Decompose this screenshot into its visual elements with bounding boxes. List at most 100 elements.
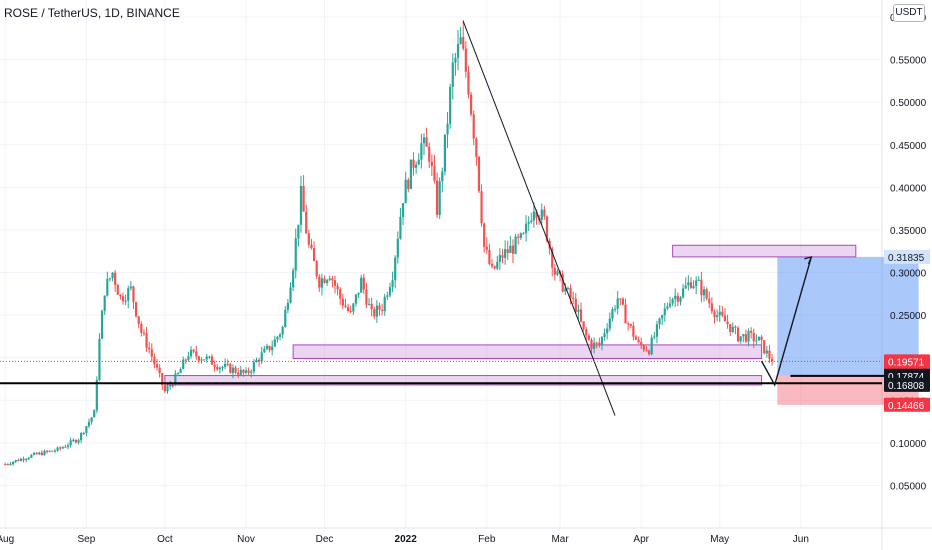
candle-body (352, 303, 355, 312)
y-tick-label: 0.40000 (890, 183, 927, 194)
price-label-text: 0.31835 (888, 253, 925, 264)
price-label-box (884, 397, 930, 412)
candle-body (132, 286, 135, 303)
trend-line (462, 21, 616, 416)
candle-body (666, 306, 669, 309)
candle-body (527, 221, 530, 224)
y-tick-label: 0.25000 (890, 311, 927, 322)
candle-body (475, 138, 478, 157)
candle-body (718, 311, 721, 316)
candle-body (357, 292, 360, 295)
candle-body (19, 458, 23, 461)
candle-body (710, 303, 713, 312)
candle-body (43, 450, 46, 456)
candle-body (606, 328, 609, 334)
time-axis[interactable]: Aug Sep Oct Nov Dec 2022 Feb Mar Apr May Jun (0, 534, 809, 545)
candle-body (632, 325, 635, 337)
candle-body (496, 261, 499, 269)
candle-body (284, 309, 287, 328)
candle-body (210, 356, 214, 365)
candle-body (244, 370, 248, 373)
candle-body (765, 350, 768, 354)
price-label-text: 0.14466 (888, 401, 925, 412)
candle-body (755, 340, 758, 342)
currency-unit-button[interactable]: USDT (893, 4, 925, 22)
candle-body (302, 186, 305, 212)
candle-body (150, 349, 153, 357)
candle-body (278, 334, 282, 337)
candle-body (443, 134, 447, 172)
zones-layer (164, 244, 919, 405)
y-tick-label: 0.10000 (890, 439, 927, 450)
candle-body (297, 224, 300, 239)
candle-body (375, 305, 378, 317)
candle-body (640, 341, 643, 346)
candle-body (189, 349, 193, 357)
candle-body (323, 278, 326, 283)
candle-body (501, 255, 504, 258)
candle-body (148, 347, 151, 350)
candle-body (242, 369, 245, 373)
candle-body (750, 330, 753, 333)
candle-body (124, 300, 127, 302)
candle-body (490, 263, 494, 267)
supply-demand-zone (292, 344, 763, 360)
candle-body (98, 338, 101, 380)
candle-body (195, 351, 198, 357)
candle-body (425, 137, 428, 147)
candle-body (535, 211, 538, 219)
candle-body (480, 191, 483, 224)
candle-body (668, 303, 672, 307)
candle-body (396, 238, 399, 258)
candle-body (742, 334, 745, 337)
x-tick-label: Sep (77, 534, 95, 545)
candle-body (294, 238, 297, 271)
candle-body (346, 307, 350, 311)
candle-body (100, 310, 104, 339)
candle-body (111, 272, 114, 279)
candle-body (692, 286, 695, 289)
candle-body (634, 336, 638, 340)
candle-body (477, 156, 481, 192)
candle-body (158, 367, 161, 374)
candle-body (498, 255, 501, 262)
candle-body (61, 447, 64, 449)
candle-body (187, 356, 190, 360)
candle-body (344, 305, 347, 308)
candle-body (114, 272, 117, 286)
candle-body (723, 315, 727, 322)
candle-body (430, 161, 433, 167)
candle-body (449, 86, 452, 124)
candle-body (736, 327, 740, 342)
candle-body (451, 62, 454, 87)
candle-body (577, 309, 580, 312)
candle-body (341, 298, 344, 306)
candle-body (53, 450, 57, 452)
y-tick-label: 0.55000 (890, 56, 927, 67)
candle-body (331, 278, 334, 281)
candle-body (388, 287, 392, 296)
candle-body (370, 303, 373, 310)
candle-body (373, 309, 376, 317)
candle-body (524, 223, 528, 234)
candle-body (708, 298, 711, 304)
candle-body (90, 417, 93, 422)
candle-body (169, 385, 172, 387)
candle-body (69, 440, 72, 446)
candle-body (38, 452, 41, 455)
candle-body (289, 287, 292, 303)
candle-body (77, 440, 80, 443)
candle-body (394, 257, 397, 281)
candle-body (428, 146, 431, 162)
candle-body (354, 294, 358, 304)
candle-body (197, 356, 201, 361)
candle-body (483, 223, 486, 247)
candle-body (551, 248, 554, 268)
candle-body (642, 345, 645, 350)
x-tick-label: Apr (633, 534, 649, 545)
candle-body (407, 179, 410, 189)
candle-body (163, 385, 166, 392)
candle-body (127, 288, 130, 301)
